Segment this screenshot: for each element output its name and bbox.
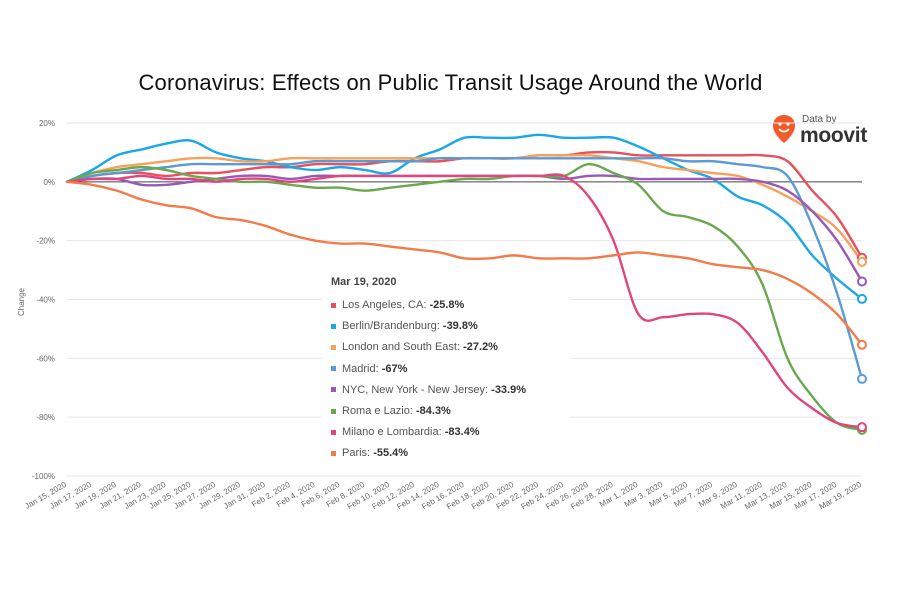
tooltip-series-label: Berlin/Brandenburg: bbox=[342, 320, 443, 333]
y-tick-label: -80% bbox=[36, 413, 55, 422]
endpoint-madrid bbox=[857, 373, 867, 384]
moovit-wordmark: moovit bbox=[800, 124, 868, 147]
tooltip-series-value: -39.8% bbox=[442, 320, 478, 333]
y-tick-labels: 20% 0% -20% -40% -60% -80% -100% bbox=[32, 119, 55, 481]
endpoint-paris bbox=[857, 339, 867, 350]
tooltip: Mar 19, 2020 Los Angeles, CA: -25.8% Berl… bbox=[322, 268, 570, 464]
legend-marker bbox=[331, 387, 336, 393]
tooltip-series-label: Paris: bbox=[342, 447, 374, 460]
tooltip-series-value: -84.3% bbox=[415, 405, 451, 417]
tooltip-series-value: -33.9% bbox=[491, 383, 527, 396]
legend-marker bbox=[331, 450, 336, 456]
series-line-nyc-new-york-new-jersey bbox=[65, 174, 864, 283]
y-tick-label: -100% bbox=[32, 472, 55, 481]
tooltip-series-label: Madrid: bbox=[342, 362, 382, 375]
y-tick-label: 20% bbox=[39, 119, 55, 128]
tooltip-date: Mar 19, 2020 bbox=[331, 276, 397, 288]
tooltip-series-value: -27.2% bbox=[463, 341, 498, 354]
tooltip-series-label: Los Angeles, CA: bbox=[342, 299, 430, 311]
tooltip-series-label: Milano e Lombardia: bbox=[342, 426, 445, 439]
series-endpoints bbox=[857, 252, 867, 435]
moovit-logo: Data by moovit bbox=[772, 112, 882, 148]
tooltip-series-value: -83.4% bbox=[444, 426, 480, 439]
data-by-label: Data by bbox=[802, 114, 837, 125]
tooltip-series-value: -67% bbox=[381, 362, 408, 375]
y-tick-label: 0% bbox=[43, 178, 55, 187]
series-line-los-angeles-ca bbox=[65, 150, 864, 259]
y-tick-label: -20% bbox=[36, 237, 55, 246]
tooltip-row: Paris: -55.4% bbox=[331, 447, 408, 459]
series-lines bbox=[65, 133, 864, 432]
y-axis-label: Change bbox=[17, 287, 26, 316]
tooltip-series-label: NYC, New York - New Jersey: bbox=[342, 383, 492, 396]
tooltip-row: Milano e Lombardia: -83.4% bbox=[331, 426, 480, 438]
tooltip-row: London and South East: -27.2% bbox=[331, 341, 498, 353]
legend-marker bbox=[331, 344, 336, 350]
endpoint-milano-e-lombardia bbox=[857, 422, 867, 433]
tooltip-series-value: -25.8% bbox=[429, 299, 465, 311]
legend-marker bbox=[331, 408, 336, 414]
y-tick-label: -40% bbox=[36, 296, 55, 305]
endpoint-berlin-brandenburg bbox=[857, 293, 867, 304]
tooltip-row: Madrid: -67% bbox=[331, 363, 407, 375]
tooltip-series-label: London and South East: bbox=[342, 341, 464, 354]
legend-marker bbox=[331, 366, 336, 372]
legend-marker bbox=[331, 429, 336, 435]
legend-marker bbox=[331, 302, 336, 308]
y-tick-label: -60% bbox=[36, 354, 55, 363]
tooltip-row: NYC, New York - New Jersey: -33.9% bbox=[331, 384, 526, 396]
series-line-madrid bbox=[65, 156, 864, 381]
endpoint-london-and-south-east bbox=[857, 256, 867, 267]
tooltip-series-label: Roma e Lazio: bbox=[342, 405, 416, 417]
series-line-roma-e-lazio bbox=[65, 162, 864, 432]
legend-marker bbox=[331, 323, 336, 329]
tooltip-row: Berlin/Brandenburg: -39.8% bbox=[331, 320, 478, 332]
series-line-berlin-brandenburg bbox=[65, 133, 864, 301]
endpoint-nyc-new-york-new-jersey bbox=[857, 276, 867, 287]
series-line-milano-e-lombardia bbox=[65, 173, 864, 429]
tooltip-row: Roma e Lazio: -84.3% bbox=[331, 405, 451, 417]
tooltip-row: Los Angeles, CA: -25.8% bbox=[331, 299, 464, 311]
tooltip-series-value: -55.4% bbox=[373, 447, 409, 460]
chart-title: Coronavirus: Effects on Public Transit U… bbox=[138, 70, 763, 95]
series-line-paris bbox=[65, 180, 864, 347]
